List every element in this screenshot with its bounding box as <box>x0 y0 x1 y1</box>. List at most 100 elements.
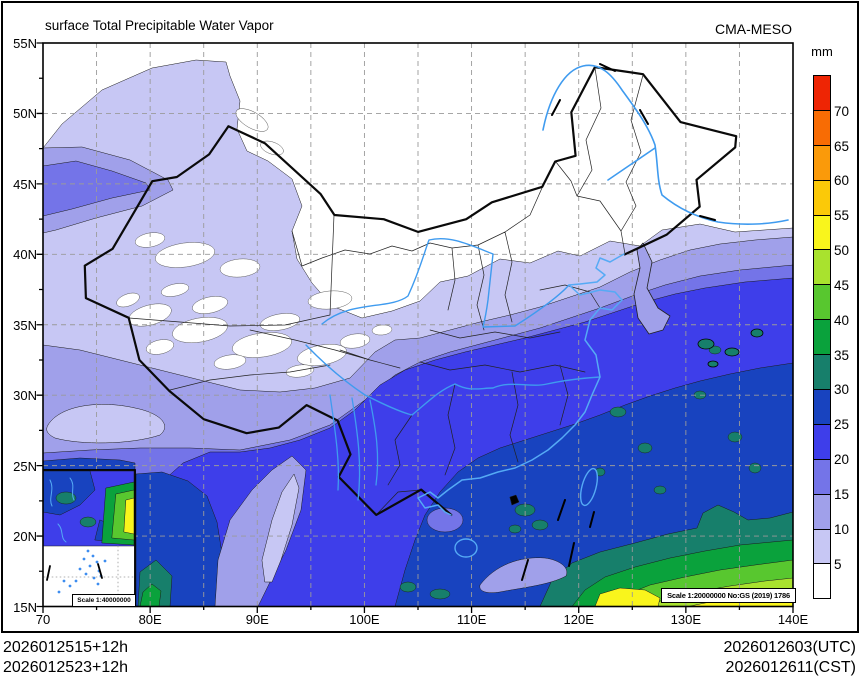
inset-border <box>43 469 136 607</box>
lon-tick-label: 130E <box>670 612 702 627</box>
footer-left: 2026012515+12h 2026012523+12h <box>3 638 128 677</box>
teal-patch <box>708 345 722 355</box>
footer-init-time: 2026012515+12h <box>3 639 129 656</box>
colorbar-cell <box>814 564 830 599</box>
inset-scale-label: Scale 1:40000000 <box>72 594 136 607</box>
lat-tick-label: 50N <box>13 106 37 122</box>
yellow-river <box>321 238 570 328</box>
light-blob-west <box>46 404 165 444</box>
coastline <box>417 253 625 516</box>
colorbar-tick-label: 40 <box>834 312 850 328</box>
colorbar-tick-label: 10 <box>834 521 850 537</box>
axis-ticks <box>36 42 794 613</box>
footer-right: 2026012603(UTC) 2026012611(CST) <box>556 638 856 677</box>
japan-islet <box>707 360 719 368</box>
province-borders <box>128 67 644 516</box>
model-name: CMA-MESO <box>715 21 792 37</box>
amur-river <box>542 64 789 225</box>
lon-tick-label: 80E <box>138 612 162 627</box>
teal-patch <box>748 462 762 474</box>
colorbar-cell <box>814 459 830 495</box>
map-layers <box>43 43 793 607</box>
lon-tick-label: 100E <box>349 612 380 627</box>
page-title: surface Total Precipitable Water Vapor <box>45 18 274 33</box>
lat-tick-label: 35N <box>13 317 37 333</box>
teal-patch <box>653 485 667 495</box>
colorbar-tick-label: 65 <box>834 138 850 154</box>
lon-tick-label: 140E <box>777 612 809 627</box>
white-patch <box>146 339 174 355</box>
colorbar-cell <box>814 494 830 530</box>
teal-patch <box>429 588 451 600</box>
lat-tick-label: 55N <box>13 36 37 51</box>
sw-rivers <box>329 394 379 501</box>
graticule-gridlines <box>43 43 793 607</box>
white-patch <box>219 258 261 278</box>
inset-teal-2 <box>79 516 97 528</box>
colorbar-tick-label: 60 <box>834 173 850 189</box>
japan-islet <box>750 328 764 338</box>
footer-valid-utc: 2026012603(UTC) <box>723 639 856 656</box>
white-patch <box>116 292 140 308</box>
white-patch <box>155 242 215 268</box>
footer-valid-cst: 2026012611(CST) <box>725 659 856 676</box>
lat-tick-label: 40N <box>13 247 37 263</box>
japan-islet <box>697 338 715 350</box>
colorbar-cell <box>814 215 830 251</box>
colorbar <box>813 75 831 600</box>
colorbar-cell <box>814 180 830 216</box>
colorbar-tick-label: 5 <box>834 556 842 572</box>
colorbar-cell <box>814 76 830 111</box>
colorbar-tick-label: 20 <box>834 452 850 468</box>
white-patch <box>285 364 315 378</box>
teal-patch <box>727 431 743 443</box>
footer-init-time-2: 2026012523+12h <box>3 659 129 676</box>
dash-boundaries <box>521 63 716 581</box>
white-patch <box>161 283 189 297</box>
colorbar-cell <box>814 390 830 425</box>
colorbar-cell <box>814 250 830 286</box>
colorbar-tick-label: 70 <box>834 103 850 119</box>
taiwan-island <box>579 467 599 507</box>
teal-patch <box>637 442 653 454</box>
china-national-border <box>83 66 738 516</box>
colorbar-tick-label: 25 <box>834 417 850 433</box>
white-patch <box>339 333 371 349</box>
inset-coast-squiggle <box>49 477 75 543</box>
teal-patch <box>609 406 627 418</box>
gulf-light-patch <box>426 507 464 533</box>
colorbar-unit: mm <box>811 44 833 59</box>
colorbar-cell <box>814 285 830 321</box>
white-patch <box>134 232 166 248</box>
hainan-island <box>454 538 478 558</box>
colorbar-cell <box>814 529 830 565</box>
inset-yellow <box>123 497 135 535</box>
colorbar-cell <box>814 145 830 181</box>
colorbar-tick-label: 30 <box>834 382 850 398</box>
white-patch <box>232 332 292 358</box>
white-patch <box>235 108 269 132</box>
white-patch <box>307 290 353 310</box>
colorbar-tick-label: 45 <box>834 277 850 293</box>
lat-tick-label: 45N <box>13 176 37 192</box>
colorbar-tick-label: 15 <box>834 486 850 502</box>
colorbar-cell <box>814 110 830 146</box>
colorbar-cell <box>814 320 830 356</box>
lat-tick-label: 25N <box>13 458 37 474</box>
lon-tick-label: 120E <box>563 612 594 627</box>
lat-tick-label: 20N <box>13 529 37 545</box>
lon-tick-label: 70 <box>35 612 51 627</box>
lat-tick-label: 15N <box>13 599 37 615</box>
light-tongue-core <box>261 473 300 583</box>
lon-tick-label: 90E <box>245 612 269 627</box>
pearl-delta-mark <box>509 494 520 506</box>
lat-tick-label: 30N <box>13 388 37 404</box>
yangtze-river <box>305 344 601 416</box>
lon-tick-label: 110E <box>456 612 487 627</box>
inset-teal-1 <box>55 491 77 505</box>
white-patch <box>192 296 228 314</box>
teal-patch <box>508 524 522 534</box>
teal-patch <box>531 519 549 531</box>
teal-patch <box>399 581 417 593</box>
